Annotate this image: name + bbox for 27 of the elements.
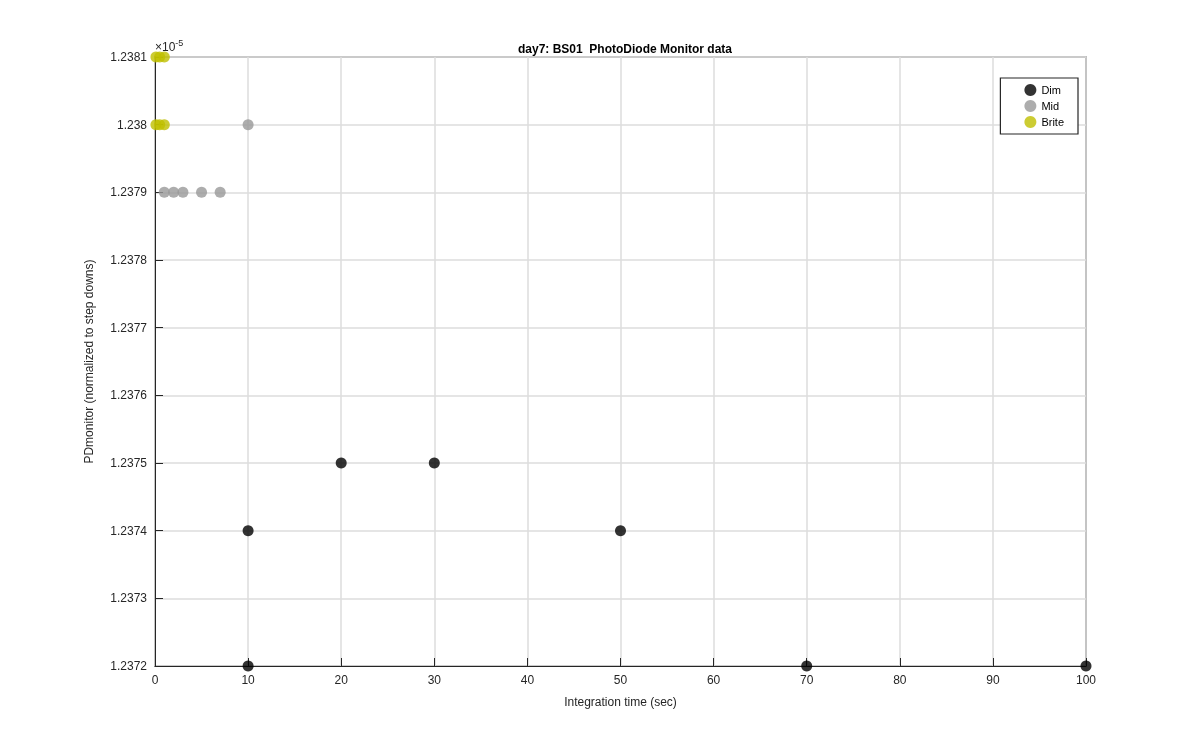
y-tick-label: 1.238 [116, 117, 148, 132]
y-tick-label: 1.2374 [110, 523, 148, 538]
x-tick-label: 40 [520, 673, 535, 687]
x-tick-label: 70 [800, 673, 814, 687]
legend-label: Dim [1041, 84, 1061, 96]
y-tick-label: 1.2381 [110, 50, 148, 64]
x-tick-label: 0 [151, 673, 159, 687]
y-tick-label: 1.2377 [110, 320, 148, 335]
x-tick-label: 50 [613, 673, 628, 687]
x-tick-label: 30 [427, 673, 442, 687]
y-tick-label: 1.2375 [110, 456, 148, 470]
x-tick-label: 80 [893, 673, 907, 687]
x-tick-label: 60 [706, 673, 721, 687]
x-tick-label: 90 [986, 673, 1000, 687]
y-axis-title: PDmonitor (normalized to step downs) [82, 259, 96, 464]
legend-label: Mid [1041, 100, 1060, 112]
y-tick-label: 1.2378 [110, 253, 148, 267]
chart-title: day7: BS01 PhotoDiode Monitor data [517, 42, 733, 56]
legend-label: Brite [1041, 116, 1065, 128]
x-axis-title: Integration time (sec) [564, 695, 677, 709]
y-tick-label: 1.2373 [110, 591, 148, 606]
x-tick-label: 10 [241, 673, 256, 687]
y-tick-label: 1.2379 [110, 185, 148, 200]
x-tick-label: 100 [1075, 673, 1097, 687]
y-tick-label: 1.2376 [110, 388, 148, 403]
x-tick-label: 20 [334, 673, 349, 687]
y-tick-label: 1.2372 [110, 659, 148, 673]
